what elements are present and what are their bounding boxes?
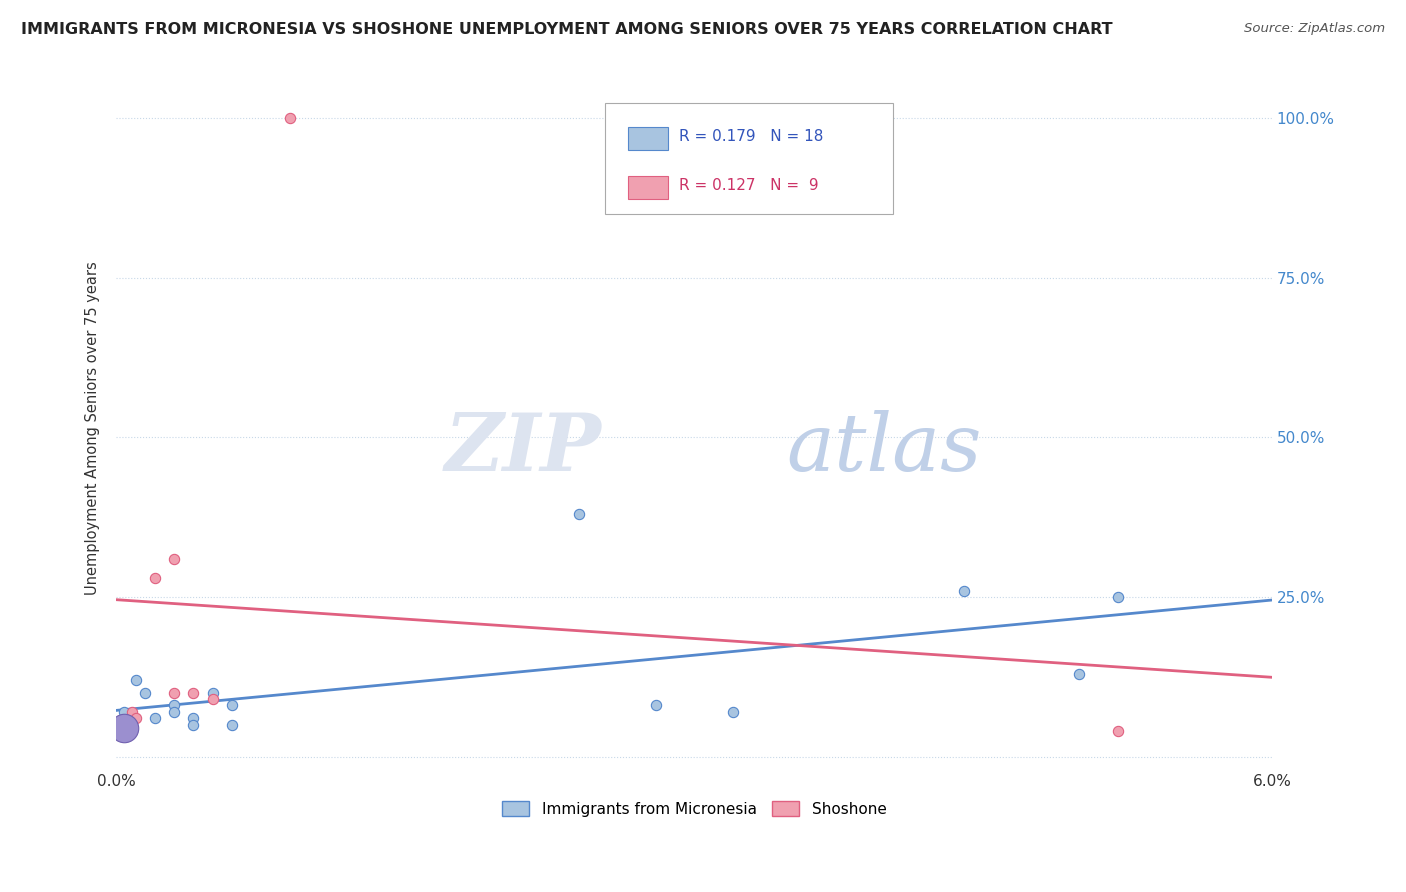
- Point: [121, 705, 143, 719]
- Point: [112, 721, 135, 735]
- Point: [278, 112, 301, 126]
- Point: [1069, 666, 1091, 681]
- Point: [721, 705, 744, 719]
- Text: atlas: atlas: [786, 409, 981, 487]
- Point: [163, 686, 186, 700]
- Point: [1107, 590, 1129, 604]
- Point: [221, 698, 243, 713]
- Point: [143, 711, 166, 725]
- Point: [163, 698, 186, 713]
- Point: [952, 583, 974, 598]
- Point: [163, 705, 186, 719]
- Point: [567, 507, 589, 521]
- Point: [201, 686, 224, 700]
- Point: [124, 711, 146, 725]
- Point: [143, 571, 166, 585]
- Point: [163, 551, 186, 566]
- Point: [124, 673, 146, 687]
- Text: R = 0.179   N = 18: R = 0.179 N = 18: [679, 129, 824, 144]
- Point: [181, 717, 204, 731]
- Y-axis label: Unemployment Among Seniors over 75 years: Unemployment Among Seniors over 75 years: [86, 261, 100, 595]
- Text: ZIP: ZIP: [444, 409, 602, 487]
- Text: R = 0.127   N =  9: R = 0.127 N = 9: [679, 178, 818, 193]
- Point: [181, 686, 204, 700]
- Text: IMMIGRANTS FROM MICRONESIA VS SHOSHONE UNEMPLOYMENT AMONG SENIORS OVER 75 YEARS : IMMIGRANTS FROM MICRONESIA VS SHOSHONE U…: [21, 22, 1112, 37]
- Point: [121, 711, 143, 725]
- Point: [644, 698, 666, 713]
- Point: [181, 711, 204, 725]
- Legend: Immigrants from Micronesia, Shoshone: Immigrants from Micronesia, Shoshone: [496, 796, 893, 823]
- Point: [201, 692, 224, 706]
- Point: [1107, 724, 1129, 739]
- Point: [112, 705, 135, 719]
- Text: Source: ZipAtlas.com: Source: ZipAtlas.com: [1244, 22, 1385, 36]
- Point: [134, 686, 156, 700]
- Point: [221, 717, 243, 731]
